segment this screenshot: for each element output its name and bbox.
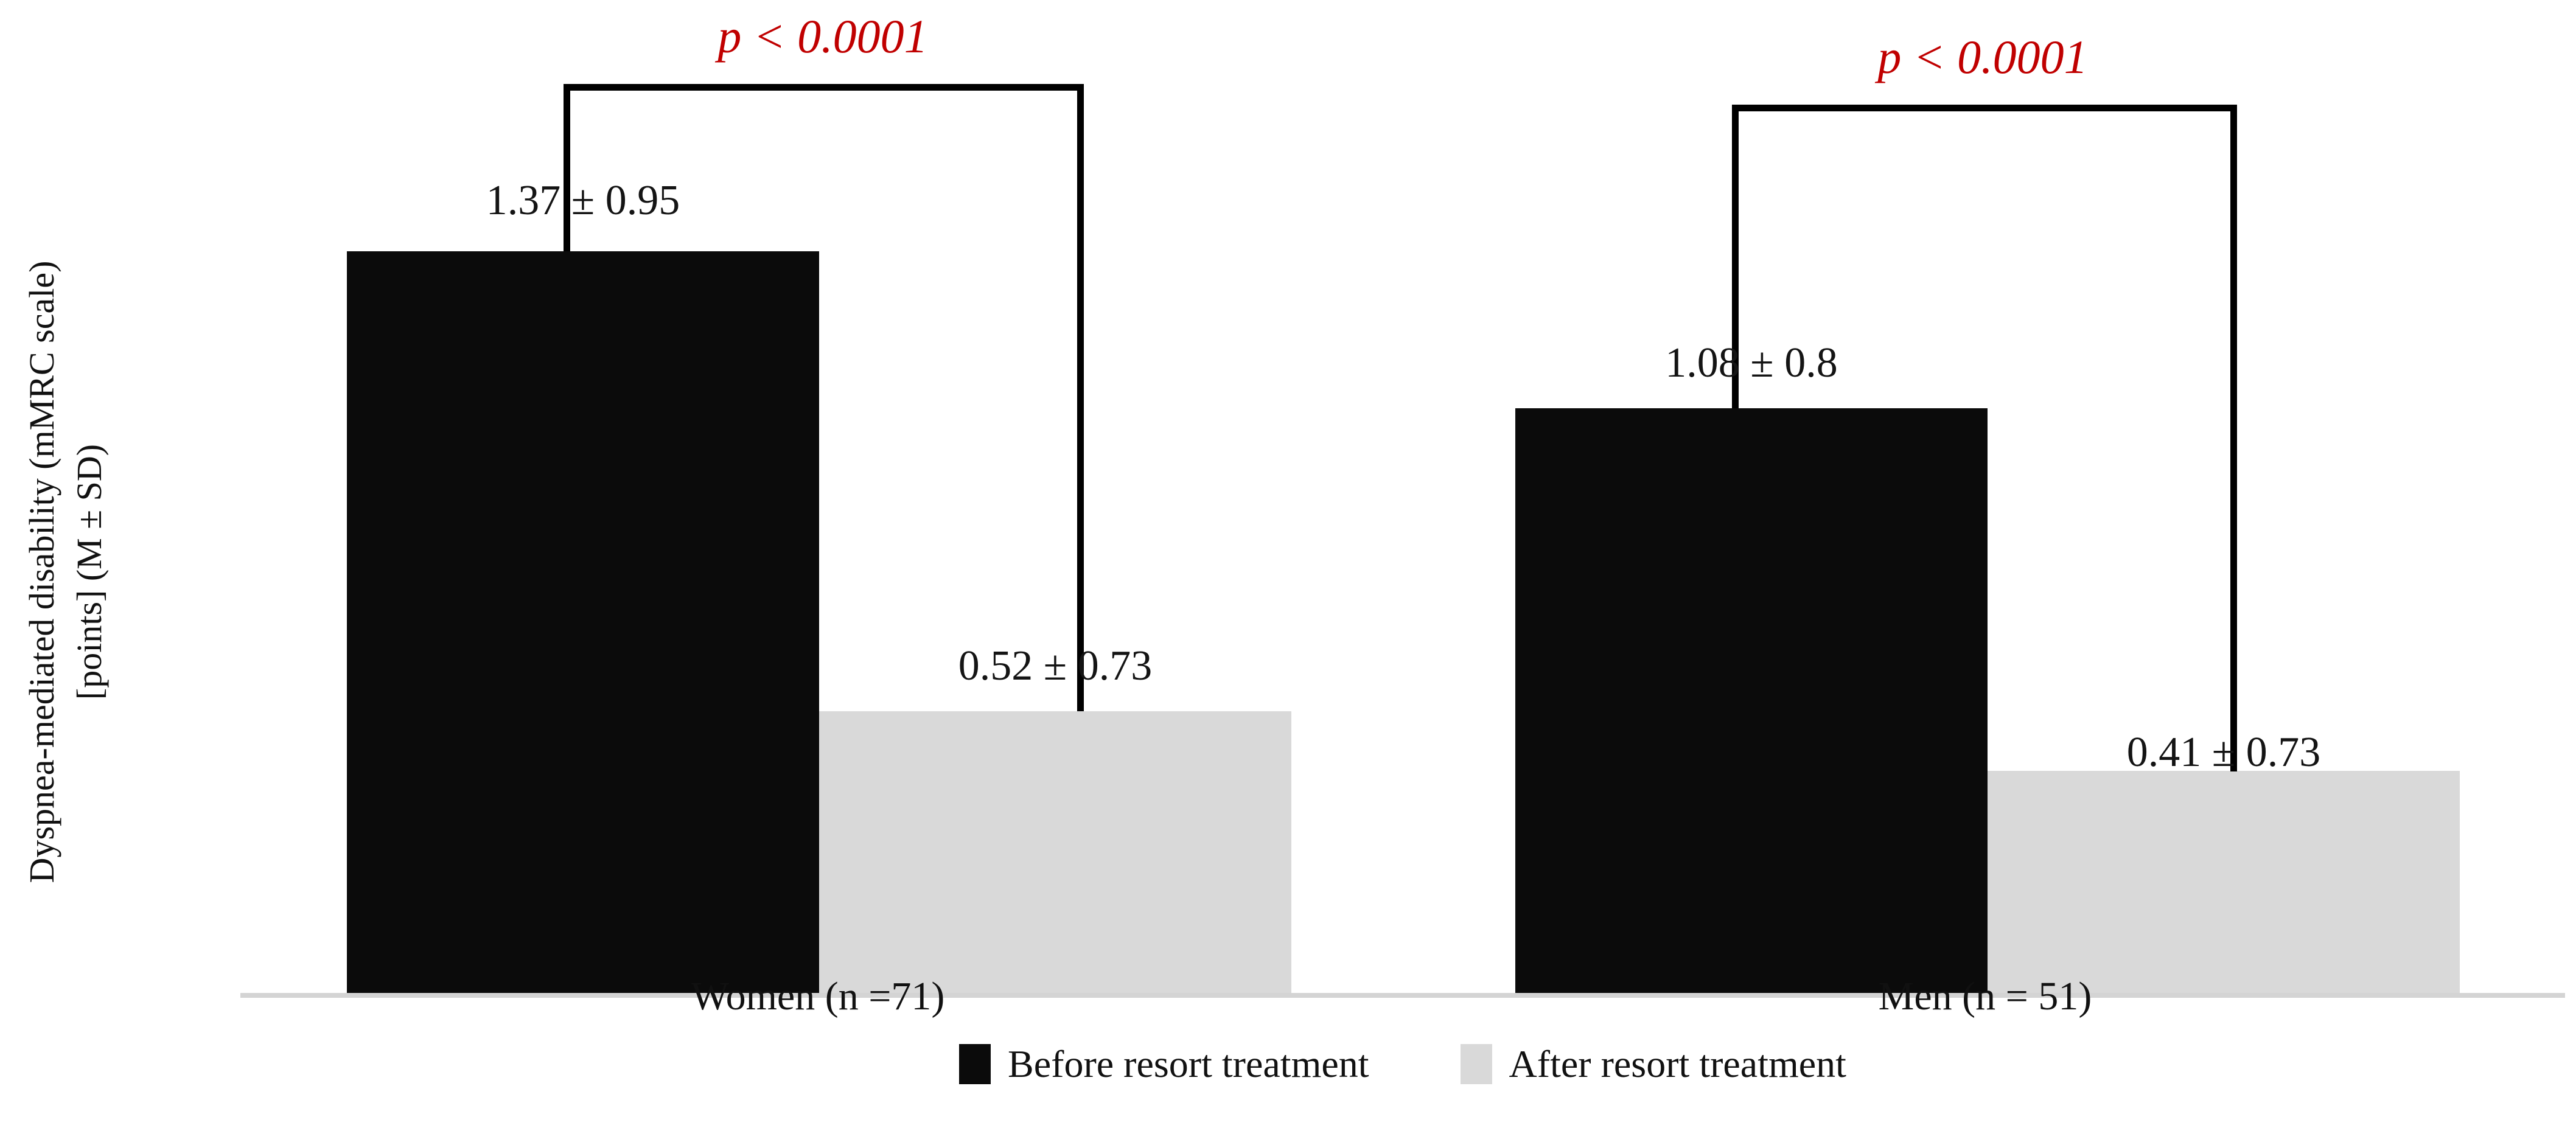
legend-label-before: Before resort treatment [1008, 1042, 1369, 1085]
significance-bracket-men-top [1732, 105, 2237, 111]
bar-women-after [819, 711, 1291, 993]
category-label-men: Men (n = 51) [1878, 974, 2092, 1018]
legend-swatch-before-icon [959, 1044, 991, 1084]
x-axis-line [240, 993, 2565, 998]
value-label-women-after: 0.52 ± 0.73 [958, 642, 1153, 689]
legend: Before resort treatment After resort tre… [240, 1042, 2565, 1087]
legend-item-after: After resort treatment [1460, 1042, 1846, 1087]
significance-bracket-women-right [1077, 84, 1084, 711]
value-label-men-before: 1.08 ± 0.8 [1665, 339, 1838, 386]
value-label-men-after: 0.41 ± 0.73 [2126, 729, 2321, 776]
legend-swatch-after-icon [1460, 1044, 1492, 1084]
significance-bracket-men-left [1732, 105, 1739, 408]
legend-label-after: After resort treatment [1509, 1042, 1846, 1085]
p-value-men: p < 0.0001 [1877, 30, 2088, 83]
y-axis-title-line1: Dyspnea-mediated disability (mMRC scale) [22, 260, 61, 883]
legend-item-before: Before resort treatment [959, 1042, 1369, 1087]
y-axis-title-line2: [points] (M ± SD) [69, 444, 109, 700]
p-value-women: p < 0.0001 [717, 10, 928, 63]
significance-bracket-women-top [564, 84, 1084, 91]
bar-men-after [1988, 771, 2460, 993]
bar-women-before [347, 251, 819, 993]
significance-bracket-women-left [564, 84, 570, 251]
significance-bracket-men-right [2230, 105, 2237, 771]
category-label-women: Women (n =71) [691, 974, 945, 1018]
bar-men-before [1515, 408, 1988, 993]
y-axis-title: Dyspnea-mediated disability (mMRC scale)… [18, 131, 122, 1013]
value-label-women-before: 1.37 ± 0.95 [486, 177, 680, 224]
